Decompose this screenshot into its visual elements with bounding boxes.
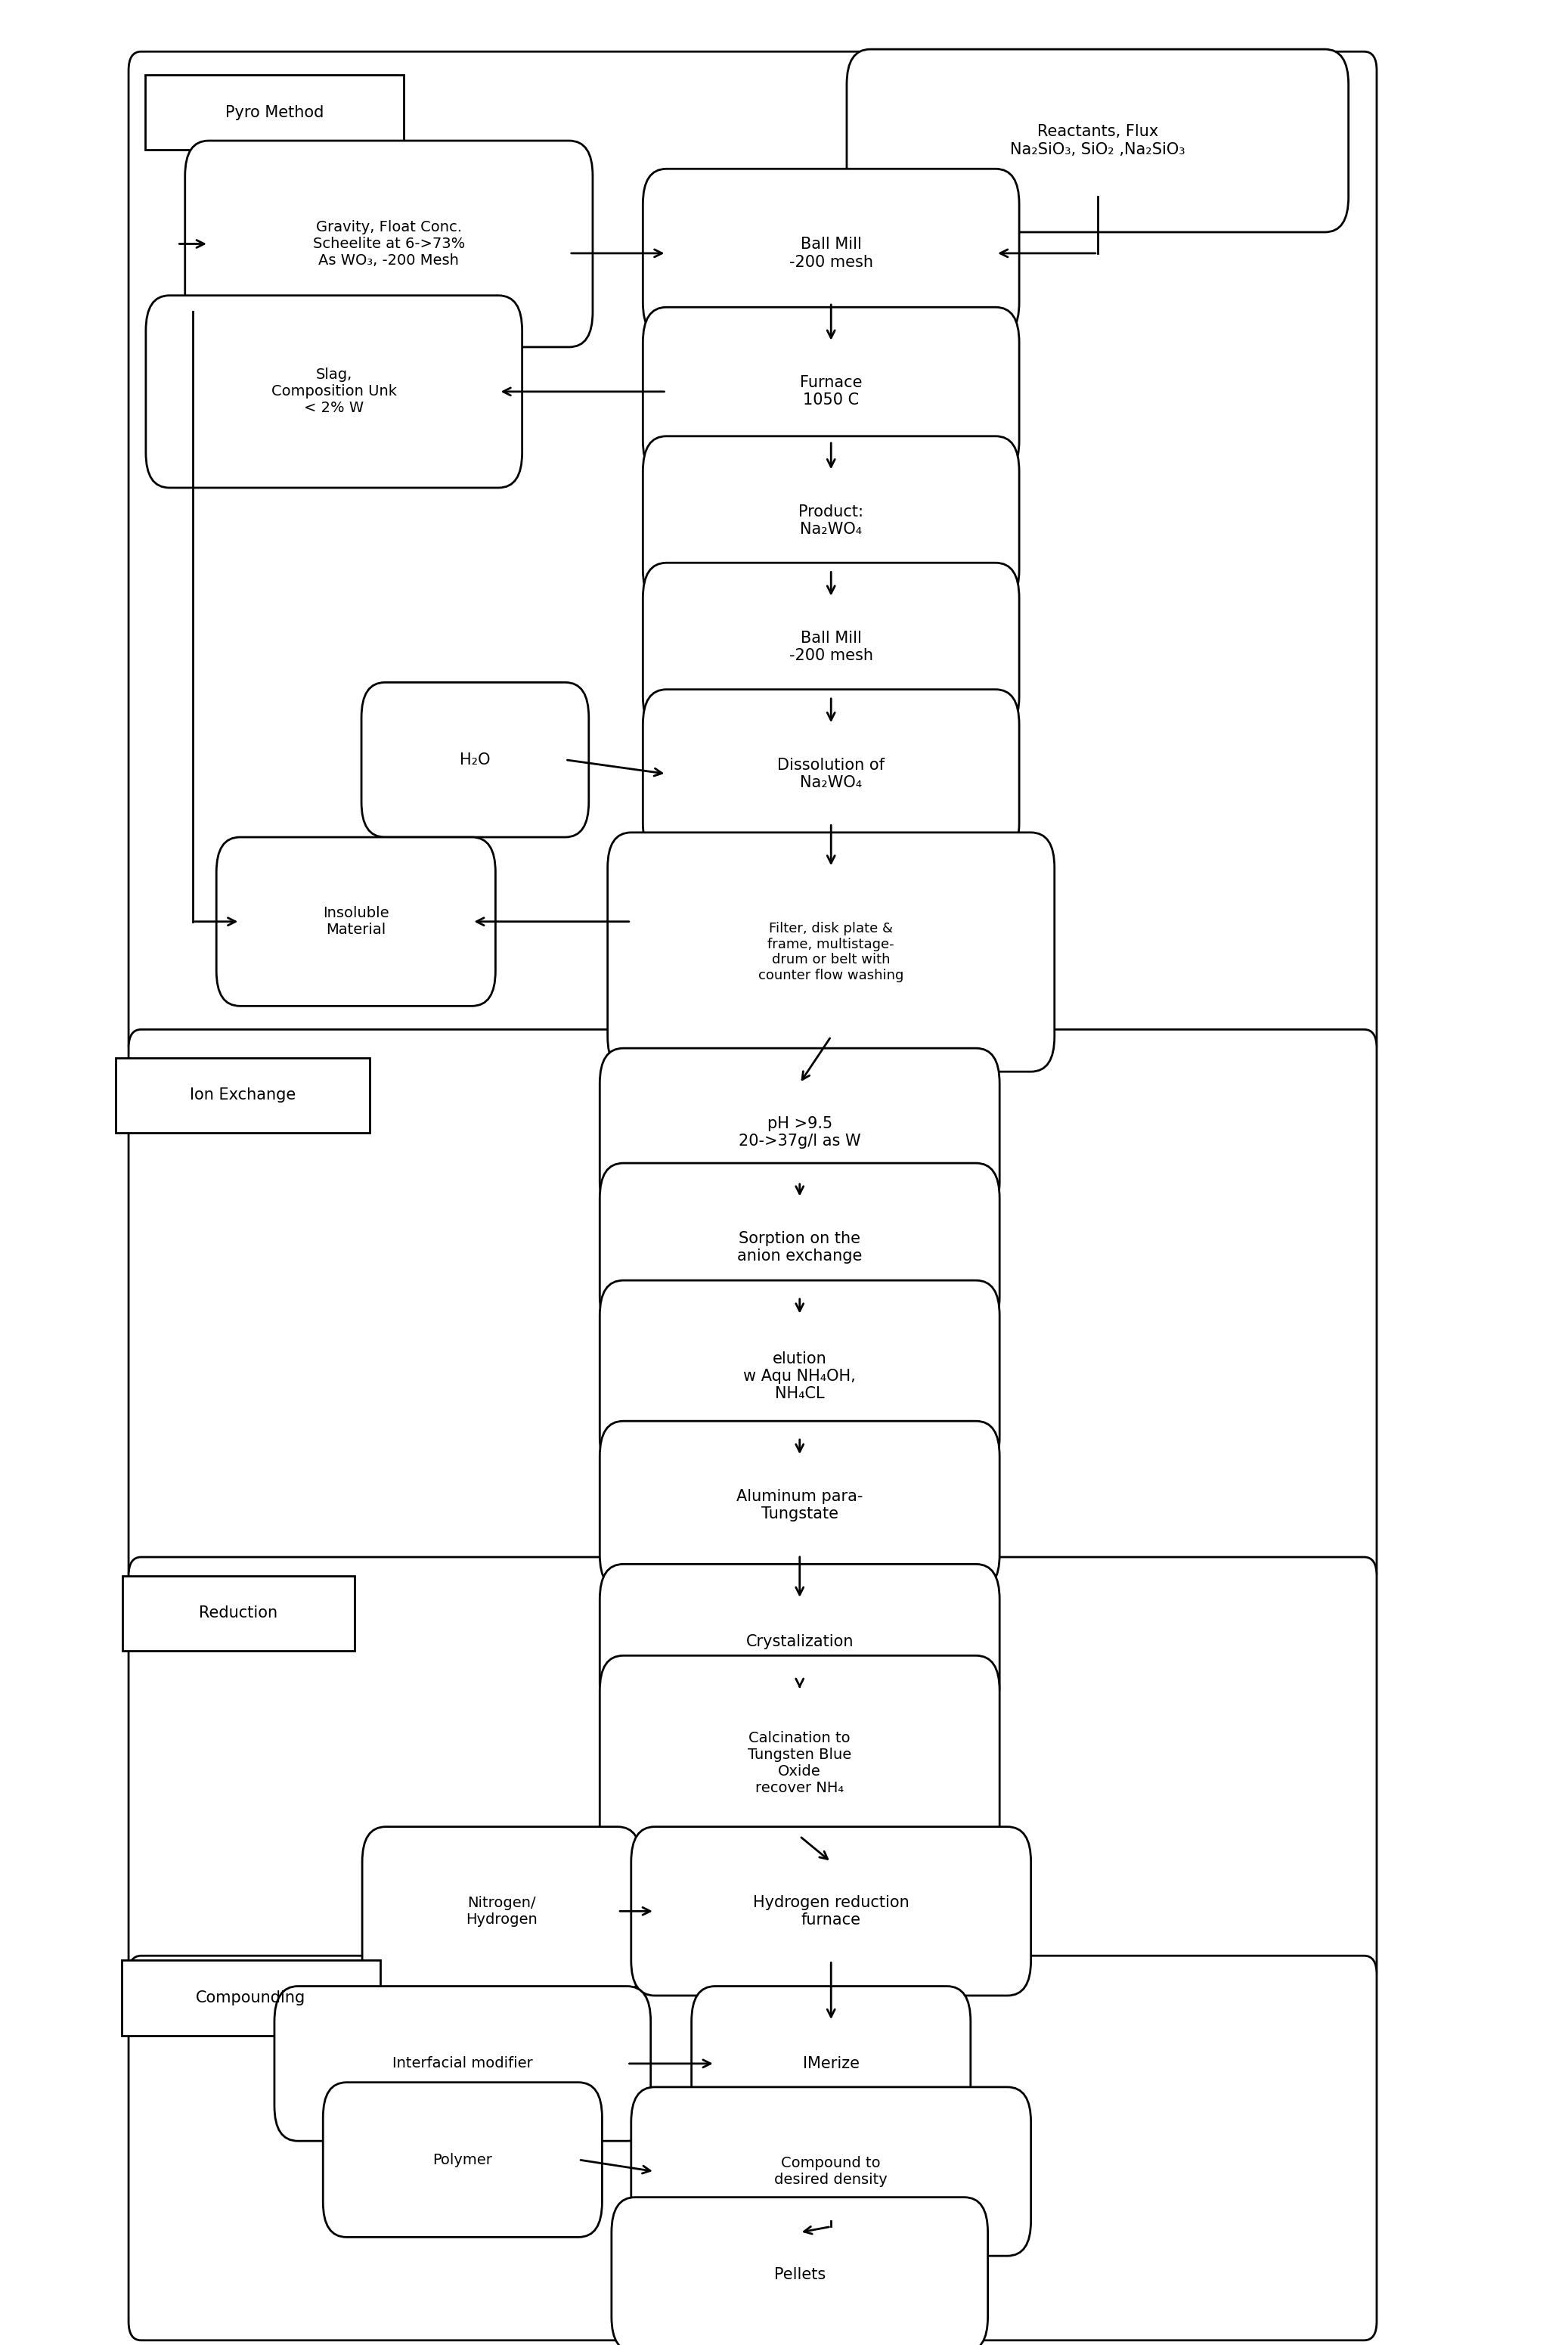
FancyBboxPatch shape [643, 436, 1019, 605]
FancyBboxPatch shape [612, 2197, 988, 2345]
FancyBboxPatch shape [632, 2087, 1032, 2256]
FancyBboxPatch shape [601, 1656, 1000, 1871]
FancyBboxPatch shape [122, 1960, 379, 2035]
Text: H₂O: H₂O [459, 753, 491, 767]
Text: Nitrogen/
Hydrogen: Nitrogen/ Hydrogen [466, 1895, 538, 1928]
FancyBboxPatch shape [601, 1421, 1000, 1590]
FancyBboxPatch shape [601, 1163, 1000, 1332]
FancyBboxPatch shape [185, 141, 593, 347]
FancyBboxPatch shape [847, 49, 1348, 232]
FancyBboxPatch shape [691, 1986, 971, 2141]
Text: Compound to
desired density: Compound to desired density [775, 2155, 887, 2188]
Text: Hydrogen reduction
furnace: Hydrogen reduction furnace [753, 1895, 909, 1928]
FancyBboxPatch shape [116, 1058, 370, 1133]
Text: Filter, disk plate &
frame, multistage-
drum or belt with
counter flow washing: Filter, disk plate & frame, multistage- … [759, 922, 903, 983]
Text: Interfacial modifier: Interfacial modifier [392, 2057, 533, 2071]
Text: IMerize: IMerize [803, 2057, 859, 2071]
Text: Compounding: Compounding [196, 1991, 306, 2005]
FancyBboxPatch shape [608, 832, 1055, 1072]
Text: Crystalization: Crystalization [746, 1634, 853, 1649]
Text: Slag,
Composition Unk
< 2% W: Slag, Composition Unk < 2% W [271, 368, 397, 415]
FancyBboxPatch shape [362, 1827, 641, 1996]
FancyBboxPatch shape [129, 1956, 1377, 2340]
Text: Pyro Method: Pyro Method [226, 106, 323, 120]
FancyBboxPatch shape [129, 1557, 1377, 1989]
FancyBboxPatch shape [601, 1280, 1000, 1473]
Text: elution
w Aqu NH₄OH,
NH₄CL: elution w Aqu NH₄OH, NH₄CL [743, 1351, 856, 1402]
Text: Product:
Na₂WO₄: Product: Na₂WO₄ [798, 504, 864, 537]
Text: pH >9.5
20->37g/l as W: pH >9.5 20->37g/l as W [739, 1116, 861, 1149]
FancyBboxPatch shape [146, 295, 522, 488]
FancyBboxPatch shape [643, 307, 1019, 476]
FancyBboxPatch shape [601, 1048, 1000, 1217]
FancyBboxPatch shape [601, 1564, 1000, 1719]
FancyBboxPatch shape [129, 1029, 1377, 1590]
Text: Gravity, Float Conc.
Scheelite at 6->73%
As WO₃, -200 Mesh: Gravity, Float Conc. Scheelite at 6->73%… [312, 220, 466, 267]
Text: Insoluble
Material: Insoluble Material [323, 905, 389, 938]
FancyBboxPatch shape [129, 52, 1377, 1062]
FancyBboxPatch shape [323, 2082, 602, 2237]
FancyBboxPatch shape [361, 682, 590, 837]
FancyBboxPatch shape [632, 1827, 1032, 1996]
FancyBboxPatch shape [643, 169, 1019, 338]
Text: Ball Mill
-200 mesh: Ball Mill -200 mesh [789, 237, 873, 270]
FancyBboxPatch shape [122, 1576, 354, 1651]
Text: Reactants, Flux
Na₂SiO₃, SiO₂ ,Na₂SiO₃: Reactants, Flux Na₂SiO₃, SiO₂ ,Na₂SiO₃ [1010, 124, 1185, 157]
FancyBboxPatch shape [216, 837, 495, 1006]
Text: Dissolution of
Na₂WO₄: Dissolution of Na₂WO₄ [778, 757, 884, 790]
Text: Pellets: Pellets [775, 2268, 825, 2282]
FancyBboxPatch shape [144, 75, 405, 150]
FancyBboxPatch shape [643, 563, 1019, 732]
FancyBboxPatch shape [274, 1986, 651, 2141]
Text: Furnace
1050 C: Furnace 1050 C [800, 375, 862, 408]
Text: Calcination to
Tungsten Blue
Oxide
recover NH₄: Calcination to Tungsten Blue Oxide recov… [748, 1731, 851, 1796]
Text: Sorption on the
anion exchange: Sorption on the anion exchange [737, 1231, 862, 1264]
Text: Ball Mill
-200 mesh: Ball Mill -200 mesh [789, 631, 873, 664]
Text: Ion Exchange: Ion Exchange [190, 1088, 296, 1102]
FancyBboxPatch shape [643, 689, 1019, 858]
Text: Polymer: Polymer [433, 2153, 492, 2167]
Text: Reduction: Reduction [199, 1606, 278, 1620]
Text: Aluminum para-
Tungstate: Aluminum para- Tungstate [737, 1489, 862, 1522]
